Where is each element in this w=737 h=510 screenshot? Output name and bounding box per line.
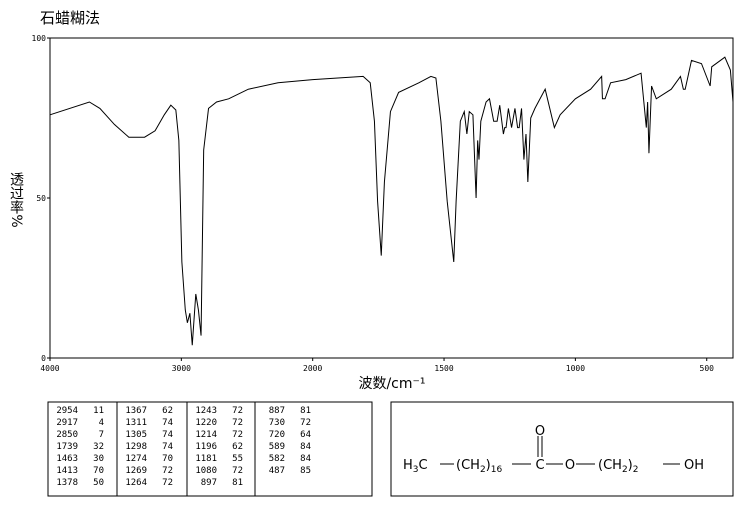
- formula: H3C: [403, 458, 428, 475]
- x-tick-label: 2000: [303, 364, 322, 373]
- peak-wavenumber: 582: [269, 454, 285, 464]
- subscript: 2: [622, 465, 628, 475]
- peak-transmittance: 74: [162, 418, 173, 428]
- peak-transmittance: 72: [232, 406, 243, 416]
- x-tick-label: 500: [700, 364, 715, 373]
- peak-wavenumber: 720: [269, 430, 285, 440]
- peak-transmittance: 70: [93, 466, 104, 476]
- peak-wavenumber: 1264: [125, 478, 147, 488]
- peak-transmittance: 62: [162, 406, 173, 416]
- peak-transmittance: 30: [93, 454, 104, 464]
- peak-wavenumber: 589: [269, 442, 285, 452]
- x-tick-label: 3000: [172, 364, 191, 373]
- peak-table-frame: [47, 401, 373, 497]
- chart-title: 石蜡糊法: [40, 9, 100, 27]
- group: (CH: [456, 458, 480, 473]
- peak-wavenumber: 1080: [195, 466, 217, 476]
- x-tick-label: 4000: [40, 364, 59, 373]
- peak-wavenumber: 2917: [56, 418, 78, 428]
- peak-transmittance: 55: [232, 454, 243, 464]
- peak-wavenumber: 897: [201, 478, 217, 488]
- peak-transmittance: 4: [99, 418, 104, 428]
- atom: OH: [684, 458, 704, 473]
- x-tick-label: 1500: [434, 364, 453, 373]
- peak-wavenumber: 1196: [195, 442, 217, 452]
- group: (CH: [598, 458, 622, 473]
- peak-transmittance: 84: [300, 442, 311, 452]
- peak-wavenumber: 1220: [195, 418, 217, 428]
- peak-transmittance: 72: [232, 430, 243, 440]
- peak-wavenumber: 1274: [125, 454, 147, 464]
- peak-wavenumber: 1181: [195, 454, 217, 464]
- peak-wavenumber: 487: [269, 466, 285, 476]
- atom: O: [565, 458, 575, 473]
- atom: C: [419, 458, 428, 473]
- peak-transmittance: 72: [300, 418, 311, 428]
- subscript: 16: [491, 465, 503, 475]
- peak-wavenumber: 1367: [125, 406, 147, 416]
- peak-wavenumber: 2850: [56, 430, 78, 440]
- formula: (CH2)2: [598, 458, 638, 475]
- peak-transmittance: 11: [93, 406, 104, 416]
- structure: [440, 436, 680, 465]
- plot-frame: [49, 37, 734, 359]
- peak-transmittance: 74: [162, 442, 173, 452]
- peak-transmittance: 62: [232, 442, 243, 452]
- spectrum-line: [49, 56, 734, 346]
- peak-wavenumber: 1305: [125, 430, 147, 440]
- subscript: 2: [480, 465, 486, 475]
- peak-transmittance: 50: [93, 478, 104, 488]
- peak-transmittance: 72: [162, 478, 173, 488]
- atom: O: [535, 424, 545, 439]
- x-axis-label: 波数/cm⁻¹: [358, 376, 425, 392]
- y-tick-label: 100: [32, 34, 47, 43]
- peak-wavenumber: 1311: [125, 418, 147, 428]
- formula: (CH2)16: [456, 458, 502, 475]
- peak-wavenumber: 1243: [195, 406, 217, 416]
- peak-transmittance: 64: [300, 430, 311, 440]
- peak-transmittance: 72: [232, 418, 243, 428]
- peak-wavenumber: 1378: [56, 478, 78, 488]
- peak-transmittance: 70: [162, 454, 173, 464]
- peak-wavenumber: 1463: [56, 454, 78, 464]
- peak-wavenumber: 1269: [125, 466, 147, 476]
- atom: C: [535, 458, 544, 473]
- atom: H: [403, 458, 413, 473]
- peak-wavenumber: 1214: [195, 430, 217, 440]
- structure-frame: [390, 401, 734, 497]
- group: ): [628, 458, 633, 473]
- peak-wavenumber: 2954: [56, 406, 78, 416]
- peak-wavenumber: 1413: [56, 466, 78, 476]
- peak-transmittance: 81: [300, 406, 311, 416]
- peak-transmittance: 32: [93, 442, 104, 452]
- x-tick-label: 1000: [566, 364, 585, 373]
- peak-wavenumber: 1298: [125, 442, 147, 452]
- peak-wavenumber: 730: [269, 418, 285, 428]
- peak-wavenumber: 1739: [56, 442, 78, 452]
- peak-transmittance: 72: [162, 466, 173, 476]
- y-tick-label: 50: [36, 194, 46, 203]
- peak-transmittance: 72: [232, 466, 243, 476]
- peak-transmittance: 84: [300, 454, 311, 464]
- peak-transmittance: 85: [300, 466, 311, 476]
- y-tick-label: 0: [41, 354, 46, 363]
- group: ): [486, 458, 491, 473]
- peak-transmittance: 81: [232, 478, 243, 488]
- peak-transmittance: 74: [162, 430, 173, 440]
- y-axis-label: 透过率%: [8, 172, 24, 227]
- peak-transmittance: 7: [99, 430, 104, 440]
- subscript: 3: [413, 465, 419, 475]
- peak-wavenumber: 887: [269, 406, 285, 416]
- subscript: 2: [633, 465, 639, 475]
